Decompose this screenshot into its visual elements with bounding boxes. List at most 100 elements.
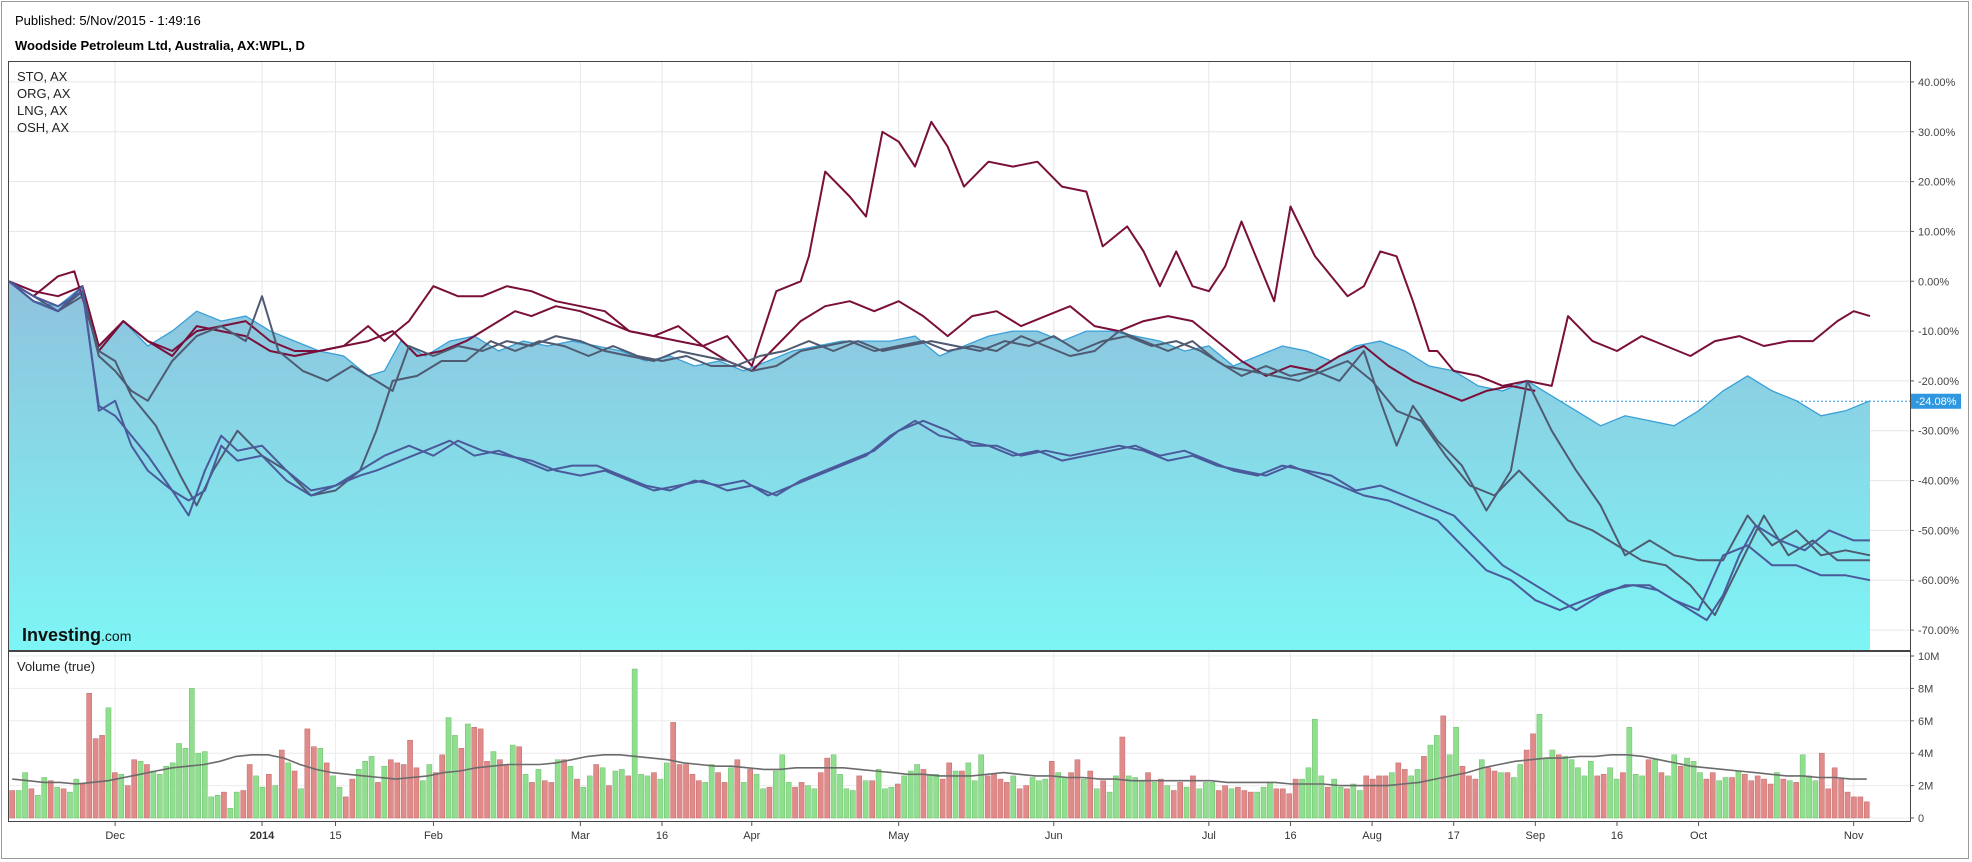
volume-bar [1427, 744, 1434, 819]
x-tick-label: 2014 [250, 830, 275, 842]
volume-bar [336, 786, 343, 819]
volume-bar [1517, 764, 1524, 819]
volume-bar [1754, 775, 1761, 819]
volume-bar [368, 756, 375, 819]
volume-bar [144, 764, 150, 819]
volume-bar [638, 774, 644, 819]
volume-bar [1831, 767, 1838, 819]
y-tick-label: 0.00% [1918, 276, 1949, 288]
volume-bar [644, 775, 651, 819]
volume-bar [1254, 791, 1260, 819]
volume-bar [9, 790, 15, 819]
volume-bar [927, 774, 933, 819]
volume-bar [1594, 775, 1601, 819]
volume-panel-label: Volume (true) [17, 659, 95, 674]
x-tick-label: Aug [1362, 830, 1382, 842]
volume-bar [612, 770, 619, 819]
volume-bar [1125, 775, 1132, 819]
volume-bar [824, 757, 830, 819]
volume-bar [1286, 793, 1293, 819]
volume-bar [1196, 788, 1203, 819]
volume-bar [1061, 777, 1068, 819]
volume-bar [221, 791, 227, 819]
volume-bar [631, 668, 638, 819]
volume-bar [522, 774, 529, 819]
volume-bar [1697, 772, 1703, 819]
volume-bar [105, 707, 112, 819]
volume-bar [567, 765, 574, 819]
volume-bar [811, 788, 818, 819]
volume-bar [574, 778, 580, 819]
volume-bar [477, 728, 484, 819]
volume-bar [978, 754, 984, 819]
volume-bar [266, 774, 272, 819]
volume-bar [1665, 775, 1671, 819]
volume-bar [651, 772, 657, 819]
volume-bar [35, 795, 41, 819]
volume-bar [1735, 770, 1742, 819]
volume-bar [1177, 782, 1183, 819]
volume-bar [323, 762, 330, 819]
volume-bar [1562, 756, 1568, 819]
price-area-fill [9, 281, 1870, 650]
volume-bar [1292, 778, 1299, 819]
volume-bar [1466, 775, 1472, 819]
volume-bar [1799, 754, 1806, 819]
volume-bar [407, 739, 413, 819]
volume-bar [1241, 790, 1248, 819]
volume-bar [201, 751, 208, 819]
volume-bar [1453, 727, 1459, 819]
volume-bar [971, 780, 978, 819]
volume-bar [561, 759, 567, 819]
volume-bar [1523, 749, 1530, 819]
volume-bar [1106, 791, 1113, 819]
volume-bar [1344, 788, 1350, 819]
volume-bar [1016, 788, 1023, 819]
volume-bar [278, 749, 285, 819]
volume-bar [41, 777, 48, 819]
volume-bar [1273, 788, 1280, 819]
comparison-lines [8, 120, 1871, 622]
volume-bar [1324, 786, 1331, 819]
volume-bar [1844, 791, 1851, 819]
volume-bar [1004, 782, 1010, 819]
volume-bar [1010, 775, 1017, 819]
volume-bar [99, 735, 105, 819]
volume-bar [439, 754, 445, 819]
volume-bar [1401, 769, 1408, 819]
y-tick-label: -60.00% [1918, 575, 1959, 587]
volume-bar [285, 762, 291, 819]
chart-title: Woodside Petroleum Ltd, Australia, AX:WP… [15, 38, 305, 53]
y-tick-label: 20.00% [1918, 177, 1956, 189]
volume-bar [856, 775, 863, 819]
volume-bar [1151, 782, 1158, 819]
x-tick-label: May [888, 830, 909, 842]
volume-bar [388, 759, 394, 819]
volume-bar [1504, 772, 1511, 819]
x-tick-label: 15 [329, 830, 341, 842]
volume-bar [817, 772, 824, 819]
volume-bar [1722, 777, 1729, 819]
volume-bar [1350, 783, 1357, 819]
volume-bar [805, 785, 811, 819]
x-tick-label: 16 [656, 830, 668, 842]
volume-bar [1786, 780, 1793, 819]
x-tick-label: Feb [424, 830, 443, 842]
volume-bar [150, 770, 157, 819]
price-panel [8, 61, 1911, 651]
volume-bar [28, 788, 35, 819]
volume-ma-line [12, 754, 1867, 787]
volume-bar [1671, 754, 1678, 819]
volume-bar [1145, 772, 1151, 819]
volume-bar [715, 772, 721, 819]
volume-bar [1729, 777, 1735, 819]
volume-bar [381, 765, 388, 819]
volume-tick-label: 10M [1918, 651, 1939, 663]
volume-bar [1472, 778, 1479, 819]
volume-bar [1357, 790, 1363, 819]
y-tick-label: 40.00% [1918, 77, 1956, 89]
volume-bar [1819, 752, 1825, 819]
volume-bar [413, 767, 420, 819]
